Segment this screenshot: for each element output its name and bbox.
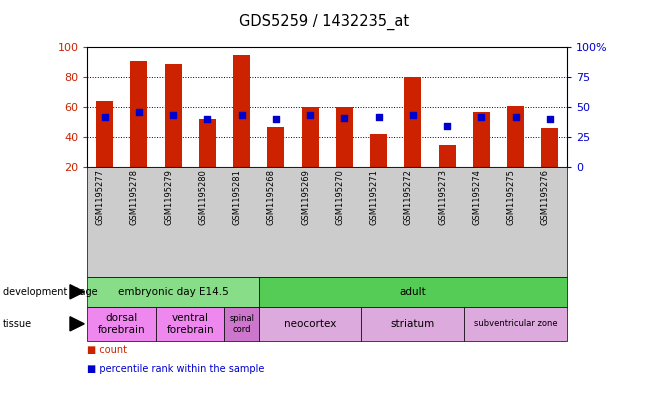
Point <box>408 112 418 119</box>
Bar <box>404 77 421 167</box>
Text: GSM1195275: GSM1195275 <box>507 169 516 225</box>
Text: GSM1195271: GSM1195271 <box>369 169 378 225</box>
Point <box>99 114 110 120</box>
Bar <box>96 101 113 167</box>
Text: GSM1195281: GSM1195281 <box>233 169 242 225</box>
Text: GSM1195276: GSM1195276 <box>541 169 550 225</box>
Text: GSM1195279: GSM1195279 <box>164 169 173 225</box>
Bar <box>370 134 387 167</box>
Text: subventricular zone: subventricular zone <box>474 320 557 328</box>
Text: GSM1195272: GSM1195272 <box>404 169 413 225</box>
Point <box>476 114 487 120</box>
Point <box>202 116 213 122</box>
Bar <box>336 107 353 167</box>
Point <box>133 109 144 115</box>
Bar <box>301 107 319 167</box>
Text: GSM1195277: GSM1195277 <box>96 169 104 225</box>
Text: GSM1195268: GSM1195268 <box>267 169 276 225</box>
Point <box>339 115 349 121</box>
Bar <box>541 128 559 167</box>
Bar <box>439 145 456 167</box>
Text: spinal
cord: spinal cord <box>229 314 254 334</box>
Text: GSM1195269: GSM1195269 <box>301 169 310 225</box>
Text: embryonic day E14.5: embryonic day E14.5 <box>118 287 229 297</box>
Point <box>271 116 281 122</box>
Text: GSM1195278: GSM1195278 <box>130 169 139 225</box>
Point <box>168 112 178 119</box>
Text: ■ count: ■ count <box>87 345 128 355</box>
Bar <box>473 112 490 167</box>
Text: GSM1195280: GSM1195280 <box>198 169 207 225</box>
Text: ■ percentile rank within the sample: ■ percentile rank within the sample <box>87 364 265 374</box>
Point <box>373 114 384 120</box>
Bar <box>267 127 284 167</box>
Bar <box>165 64 181 167</box>
Text: tissue: tissue <box>3 319 32 329</box>
Text: neocortex: neocortex <box>284 319 336 329</box>
Text: adult: adult <box>400 287 426 297</box>
Text: GDS5259 / 1432235_at: GDS5259 / 1432235_at <box>239 14 409 30</box>
Point <box>305 112 316 119</box>
Point <box>545 116 555 122</box>
Bar <box>199 119 216 167</box>
Bar <box>233 55 250 167</box>
Point <box>442 123 452 129</box>
Point <box>237 112 247 119</box>
Bar <box>507 106 524 167</box>
Point <box>511 114 521 120</box>
Text: ventral
forebrain: ventral forebrain <box>167 313 214 334</box>
Text: GSM1195270: GSM1195270 <box>336 169 344 225</box>
Text: GSM1195273: GSM1195273 <box>438 169 447 225</box>
Text: dorsal
forebrain: dorsal forebrain <box>98 313 146 334</box>
Text: striatum: striatum <box>391 319 435 329</box>
Text: GSM1195274: GSM1195274 <box>472 169 481 225</box>
Text: development stage: development stage <box>3 287 98 297</box>
Bar <box>130 61 147 167</box>
